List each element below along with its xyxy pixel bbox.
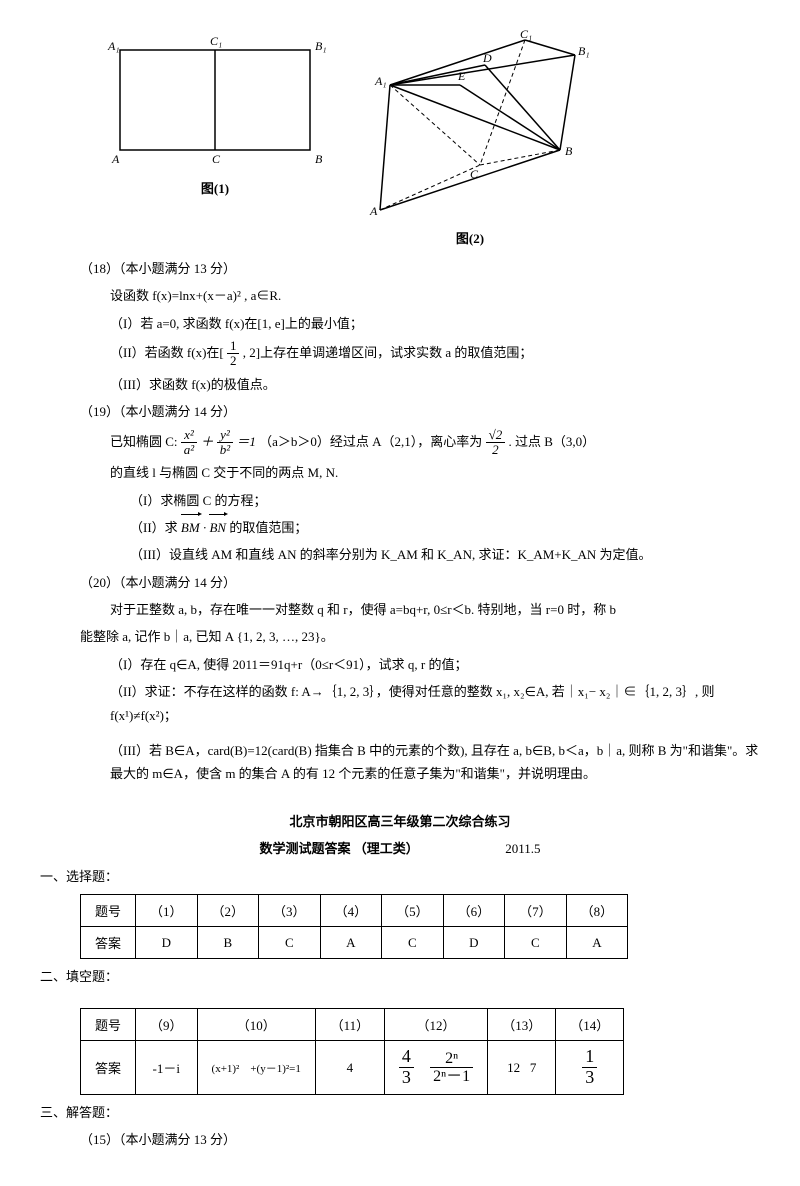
q19-l2: 的直线 l 与椭圆 C 交于不同的两点 M, N. [40,461,760,484]
q18-p2: （II）若函数 f(x)在[ 12 , 2]上存在单调递增区间，试求实数 a 的… [40,339,760,369]
q20-l2: 能整除 a, 记作 b｜a, 已知 A {1, 2, 3, …, 23}。 [40,625,760,648]
q20-p3: （III）若 B∈A，card(B)=12(card(B) 指集合 B 中的元素… [40,739,760,786]
answer-table-2: 题号（9）（10）（11）（12）（13）（14） 答案 -1－i (x+1)²… [80,1008,624,1095]
t2-head-cell: （13） [488,1009,556,1041]
q19-p2-a: （II）求 [130,520,178,535]
t1-head-cell: （8） [566,895,628,927]
t2-head-cell: （10） [197,1009,315,1041]
svg-text:C: C [470,167,479,181]
q19-stem-b: （a＞b＞0）经过点 A（2,1），离心率为 [259,433,482,448]
t2-c12: 43 2ⁿ2ⁿ－1 [384,1041,487,1095]
q19-frac-y: y²b² [217,428,233,458]
figure-1-caption: 图(1) [100,178,330,197]
t1-cell: C [505,927,567,959]
svg-text:C₁: C₁ [210,34,222,48]
t1-head-cell: （1） [136,895,198,927]
q19-p1: （I）求椭圆 C 的方程； [40,489,760,512]
q19-stem-c: . 过点 B（3,0） [508,433,595,448]
q19-frac-x: x²a² [181,428,197,458]
q18-frac: 12 [227,339,240,369]
figure-1-svg: A₁ C₁ B₁ A C B [100,30,330,170]
t2-head-cell: （12） [384,1009,487,1041]
sec3: 三、解答题： [40,1101,760,1124]
t1-cell: C [382,927,444,959]
t2-c11: 4 [315,1041,384,1095]
ans-title2-row: 数学测试题答案 （理工类） 2011.5 [40,837,760,860]
figures-row: A₁ C₁ B₁ A C B 图(1) [40,30,760,247]
svg-text:D: D [482,51,492,65]
vec-bn: BN [209,516,226,539]
t2-c13: 12 7 [488,1041,556,1095]
q19-p2: （II）求 BM · BN 的取值范围； [40,516,760,539]
figure-2-block: C₁ B₁ A₁ D E A C B 图(2) [350,30,590,247]
t1-cell: A [320,927,382,959]
q19-stem: 已知椭圆 C: x²a² ＋ y²b² ＝1 （a＞b＞0）经过点 A（2,1）… [40,428,760,458]
q19-eq: ＝1 [236,433,256,448]
t1-cell: A [566,927,628,959]
t2-head-cell: （11） [315,1009,384,1041]
svg-text:B₁: B₁ [578,44,590,58]
svg-text:A: A [369,204,378,218]
q20-p1: （I）存在 q∈A, 使得 2011＝91q+r（0≤r＜91），试求 q, r… [40,653,760,676]
svg-text:B₁: B₁ [315,39,327,53]
q18-stem: 设函数 f(x)=lnx+(x－a)² , a∈R. [40,284,760,307]
svg-text:E: E [457,69,466,83]
t2-head-cell: （9） [136,1009,198,1041]
t1-cell: B [197,927,259,959]
figure-2-svg: C₁ B₁ A₁ D E A C B [350,30,590,220]
sec1: 一、选择题： [40,865,760,888]
t2-head-cell: 题号 [81,1009,136,1041]
q19-p3: （III）设直线 AM 和直线 AN 的斜率分别为 K_AM 和 K_AN, 求… [40,543,760,566]
t1-cell: C [259,927,321,959]
svg-text:A: A [111,152,120,166]
svg-text:B: B [315,152,323,166]
t2-c9: -1－i [136,1041,198,1095]
q20-p2: （II）求证：不存在这样的函数 f: A→｛1, 2, 3｝，使得对任意的整数 … [40,680,760,727]
svg-text:C₁: C₁ [520,30,532,41]
ans-title2: 数学测试题答案 （理工类） [259,841,418,856]
t2-c14: 13 [556,1041,624,1095]
svg-text:B: B [565,144,573,158]
t1-head-cell: （5） [382,895,444,927]
svg-text:C: C [212,152,221,166]
t1-head-cell: （4） [320,895,382,927]
t1-head-cell: （6） [443,895,505,927]
q18-head: （18）（本小题满分 13 分） [40,257,760,280]
svg-text:A₁: A₁ [107,39,120,53]
figure-1-block: A₁ C₁ B₁ A C B 图(1) [100,30,330,247]
t1-head-cell: （7） [505,895,567,927]
dot: · [203,520,206,535]
t1-cell: 答案 [81,927,136,959]
ans-date: 2011.5 [505,841,540,856]
t1-head-cell: 题号 [81,895,136,927]
t2-c10: (x+1)² +(y－1)²=1 [197,1041,315,1095]
t1-head-cell: （3） [259,895,321,927]
q18-p3: （III）求函数 f(x)的极值点。 [40,373,760,396]
q20-head: （20）（本小题满分 14 分） [40,571,760,594]
t1-cell: D [443,927,505,959]
figure-2-caption: 图(2) [350,228,590,247]
q19-head: （19）（本小题满分 14 分） [40,400,760,423]
q19-sqrt: √22 [486,428,506,458]
vec-bm: BM [181,516,200,539]
q18-p2-b: , 2]上存在单调递增区间，试求实数 a 的取值范围； [243,345,533,360]
q18-p1: （I）若 a=0, 求函数 f(x)在[1, e]上的最小值； [40,312,760,335]
answer-table-1: 题号（1）（2）（3）（4）（5）（6）（7）（8） 答案DBCACDCA [80,894,628,959]
t2-head-cell: （14） [556,1009,624,1041]
q18-p2-a: （II）若函数 f(x)在[ [110,345,224,360]
ans-title1: 北京市朝阳区高三年级第二次综合练习 [40,810,760,833]
t1-cell: D [136,927,198,959]
q19-stem-a: 已知椭圆 C: [110,433,181,448]
t2-row-label: 答案 [81,1041,136,1095]
q20-l1: 对于正整数 a, b，存在唯一一对整数 q 和 r，使得 a=bq+r, 0≤r… [40,598,760,621]
q19-p2-b: 的取值范围； [229,520,307,535]
sec2: 二、填空题： [40,965,760,988]
t1-head-cell: （2） [197,895,259,927]
svg-text:A₁: A₁ [374,74,387,88]
